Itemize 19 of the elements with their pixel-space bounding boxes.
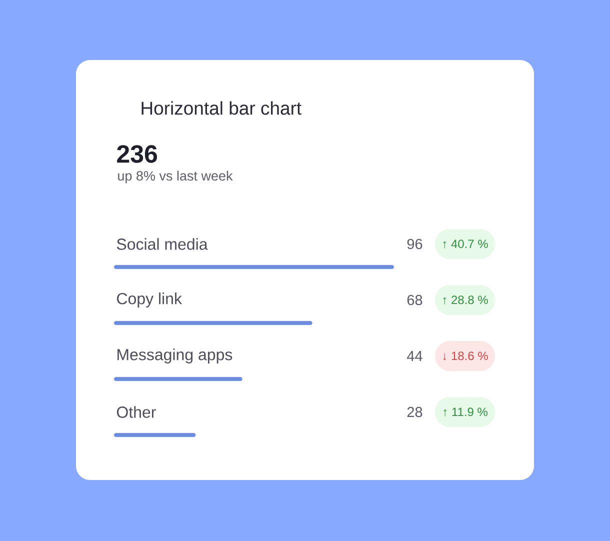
data-label: 28 (407, 406, 422, 418)
bar (114, 321, 312, 326)
y-tick-label: Other (116, 406, 156, 418)
text: ↓ 18.6 % (443, 352, 488, 360)
bar (114, 433, 196, 438)
y-tick-label: Messaging apps (118, 348, 232, 364)
text: ↑ 11.9 % (444, 408, 488, 416)
y-tick-label: Social media (116, 238, 208, 250)
text: ↑ 28.8 % (443, 296, 488, 304)
data-label: 68 (407, 294, 422, 306)
data-label: 96 (407, 238, 422, 250)
chart-title: Horizontal bar chart (142, 101, 302, 115)
chart-subtitle: 236 (117, 145, 158, 163)
data-label: 44 (406, 351, 422, 361)
bar (114, 265, 394, 270)
y-tick-label: Copy link (117, 292, 182, 308)
bar (114, 377, 242, 382)
text: ↑ 40.7 % (443, 240, 488, 248)
text: up 8% vs last week (118, 170, 233, 184)
